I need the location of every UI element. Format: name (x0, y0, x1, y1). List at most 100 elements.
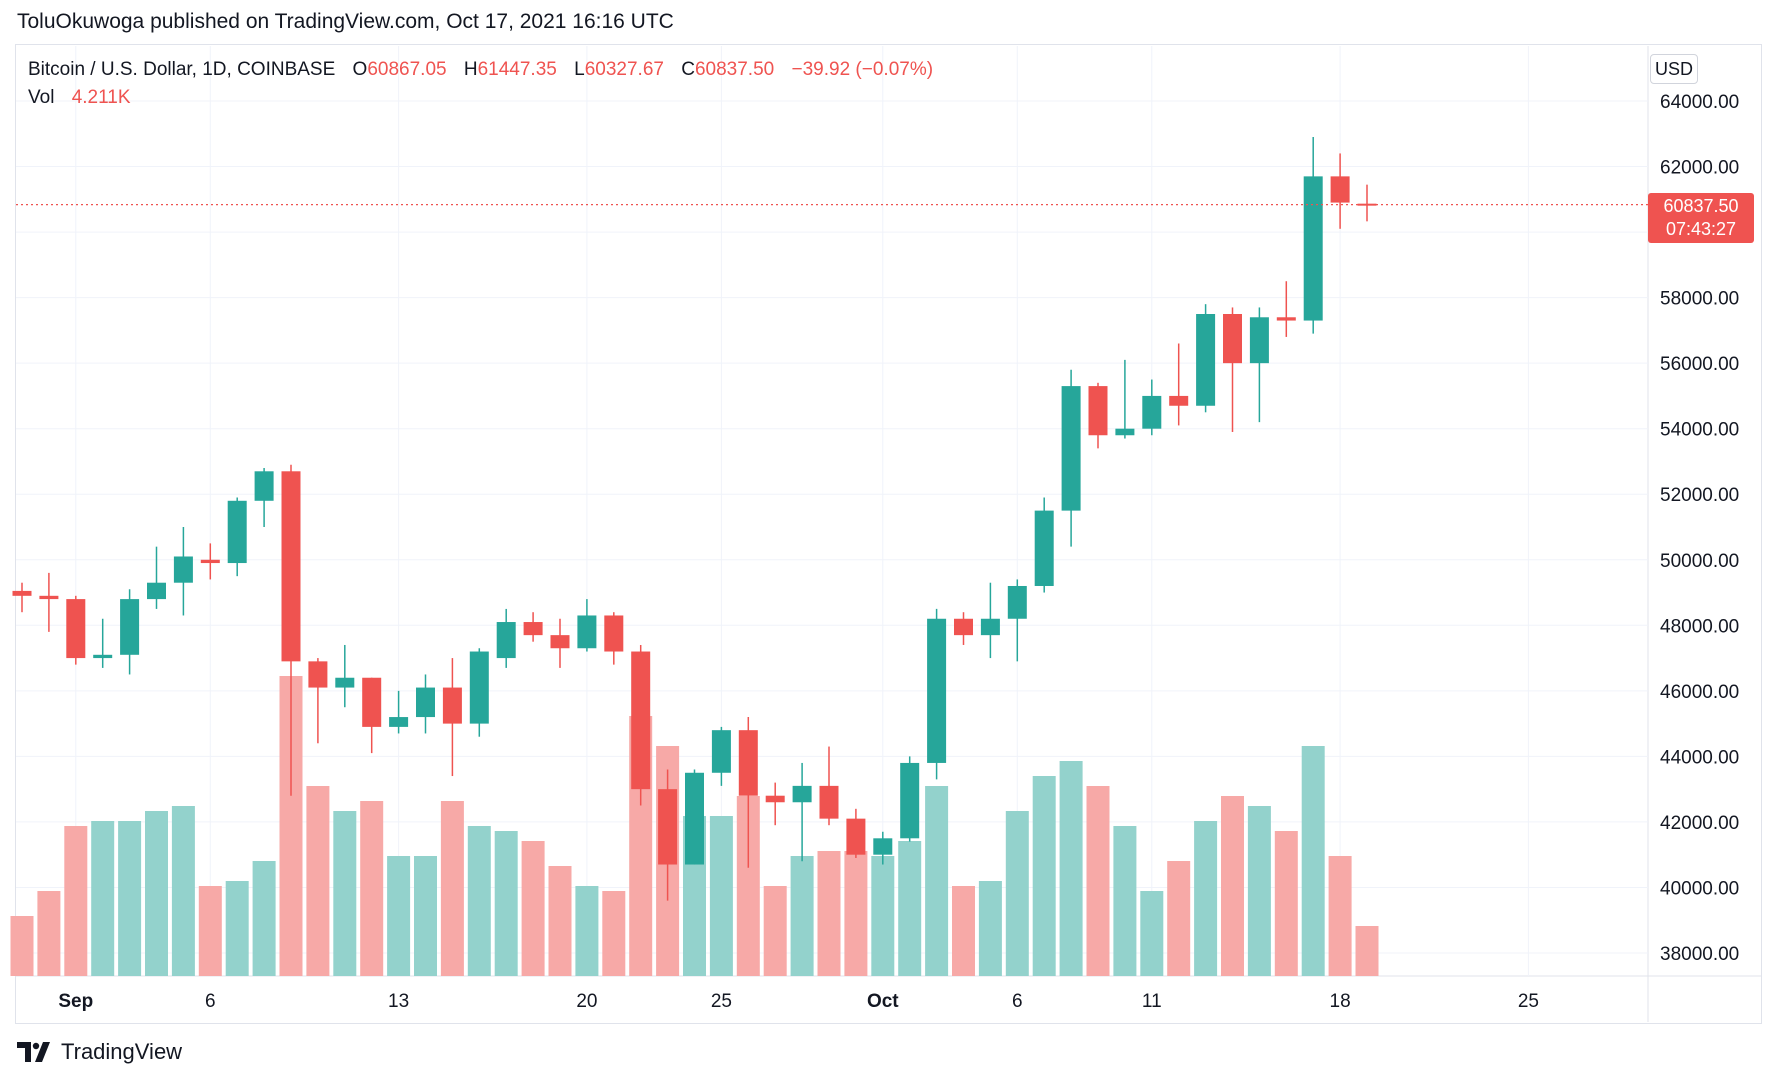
candle-body[interactable] (1276, 317, 1296, 321)
time-tick-label: 20 (576, 991, 597, 1012)
volume-bar (1032, 776, 1056, 976)
candle-body[interactable] (1196, 314, 1216, 406)
tradingview-logo-icon[interactable] (17, 1042, 53, 1062)
candle-body[interactable] (93, 654, 113, 659)
volume-bar (360, 801, 384, 976)
volume-bar (91, 821, 115, 976)
candle-body[interactable] (1115, 428, 1135, 436)
volume-bar (306, 786, 330, 976)
volume-bar (1005, 811, 1029, 976)
volume-bar (736, 796, 760, 976)
candle-body[interactable] (1007, 585, 1027, 619)
volume-bar (521, 841, 545, 976)
price-tick-label: 58000.00 (1660, 289, 1739, 310)
open-label: O (352, 59, 368, 80)
volume-bar (145, 811, 168, 976)
volume-bar (1194, 821, 1218, 976)
candle-body[interactable] (980, 618, 1000, 636)
low-label: L (574, 59, 585, 80)
candle-body[interactable] (873, 838, 893, 855)
candle-body[interactable] (200, 559, 220, 564)
volume-bar (1274, 831, 1298, 976)
candle-body[interactable] (1061, 386, 1081, 511)
candle-body[interactable] (1142, 395, 1162, 429)
candle-body[interactable] (1223, 314, 1242, 364)
volume-bar (1086, 786, 1110, 976)
footer: TradingView (17, 1037, 182, 1067)
volume-bar (790, 856, 814, 976)
candle-body[interactable] (254, 471, 274, 501)
ohlc-row: Bitcoin / U.S. Dollar, 1D, COINBASE O608… (28, 56, 933, 84)
candle-body[interactable] (523, 622, 543, 636)
time-tick-label: 6 (1012, 991, 1023, 1012)
candle-body[interactable] (1303, 176, 1323, 321)
candle-body[interactable] (496, 622, 516, 659)
candle-body[interactable] (39, 595, 59, 600)
volume-bar (387, 856, 411, 976)
candle-body[interactable] (335, 677, 355, 688)
bar-countdown: 07:43:27 (1665, 218, 1737, 239)
last-price-value: 60837.50 (1663, 195, 1739, 216)
candle-body[interactable] (685, 772, 704, 865)
candle-body[interactable] (12, 590, 32, 596)
candle-body[interactable] (738, 730, 758, 796)
price-tick-label: 48000.00 (1660, 616, 1739, 637)
candle-body[interactable] (711, 730, 731, 773)
candle-body[interactable] (1169, 395, 1189, 406)
candle-body[interactable] (550, 635, 570, 649)
time-tick-label: Oct (867, 991, 899, 1012)
volume-bar (871, 856, 895, 976)
candle-body[interactable] (362, 677, 382, 727)
candle-body[interactable] (1088, 386, 1108, 436)
volume-bar (494, 831, 518, 976)
candle-body[interactable] (658, 789, 678, 865)
volume-bar (279, 676, 303, 976)
volume-bar (763, 886, 787, 976)
candle-body[interactable] (1034, 510, 1054, 586)
candle-body[interactable] (389, 717, 409, 727)
candle-body[interactable] (120, 599, 140, 655)
price-tick-label: 52000.00 (1660, 485, 1739, 506)
price-tick-label: 40000.00 (1660, 878, 1739, 899)
symbol-label[interactable]: Bitcoin / U.S. Dollar, 1D, COINBASE (28, 59, 336, 80)
price-tick-label: 56000.00 (1660, 354, 1739, 375)
candle-body[interactable] (900, 762, 920, 839)
volume-row: Vol 4.211K (28, 84, 933, 112)
candle-body[interactable] (577, 615, 597, 649)
candle-body[interactable] (469, 651, 489, 724)
volume-bar (925, 786, 949, 976)
candle-body[interactable] (765, 795, 785, 803)
time-tick-label: 18 (1330, 991, 1351, 1012)
volume-bar (1355, 926, 1379, 976)
candle-body[interactable] (173, 556, 193, 583)
tradingview-brand[interactable]: TradingView (61, 1039, 183, 1064)
volume-bar (602, 891, 626, 976)
volume-bar (1328, 856, 1352, 976)
candle-body[interactable] (631, 651, 651, 790)
volume-bar (548, 866, 572, 976)
volume-bar (844, 851, 868, 976)
candle-body[interactable] (927, 618, 947, 763)
candle-body[interactable] (604, 615, 624, 652)
candle-body[interactable] (66, 599, 86, 659)
price-tick-label: 50000.00 (1660, 551, 1739, 572)
candle-body[interactable] (954, 618, 973, 636)
volume-bar (225, 881, 249, 976)
time-tick-label: 13 (388, 991, 409, 1012)
candle-body[interactable] (308, 661, 328, 688)
candle-body[interactable] (281, 471, 301, 662)
candle-body[interactable] (416, 687, 435, 718)
candle-body[interactable] (227, 500, 247, 564)
candle-body[interactable] (792, 785, 812, 803)
candle-body[interactable] (1249, 317, 1269, 364)
volume-value: 4.211K (71, 87, 131, 108)
change-value: −39.92 (−0.07%) (791, 59, 934, 80)
candle-body[interactable] (819, 785, 839, 819)
currency-button[interactable]: USD (1650, 54, 1698, 84)
candle-body[interactable] (1330, 176, 1350, 203)
candle-body[interactable] (846, 818, 866, 855)
low-value: 60327.67 (584, 59, 664, 80)
candle-body[interactable] (147, 582, 166, 600)
candle-body[interactable] (442, 687, 462, 724)
